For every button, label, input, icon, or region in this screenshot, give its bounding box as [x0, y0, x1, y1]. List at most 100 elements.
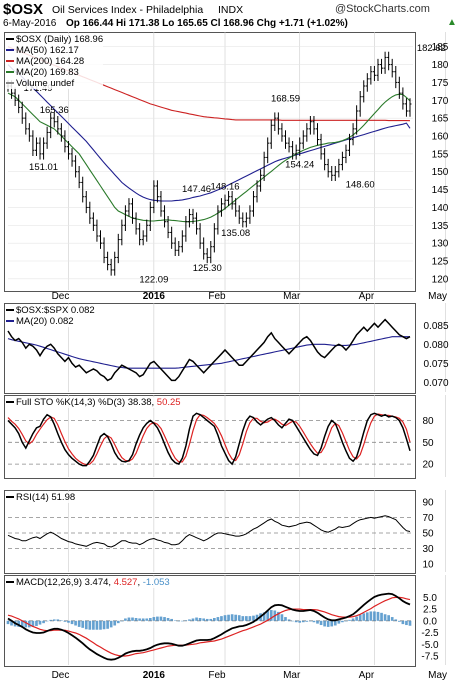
x-axis-label: May — [428, 291, 447, 302]
legend-swatch — [6, 581, 14, 584]
x-axis-label-bottom: Mar — [283, 670, 301, 681]
macd-histogram-bar — [38, 620, 42, 625]
legend-value: , — [137, 577, 143, 588]
legend-label: MA(20) 169.83 — [16, 67, 79, 78]
rsi-y-tick: 90 — [422, 497, 434, 508]
macd-histogram-bar — [134, 618, 138, 621]
stoch-y-tick: 80 — [422, 416, 434, 427]
macd-histogram-bar — [298, 620, 302, 623]
legend-value: MACD(12,26,9) 3.474, — [16, 577, 114, 588]
legend-swatch — [6, 401, 14, 404]
macd-histogram-bar — [234, 614, 238, 621]
x-axis-label: Dec — [52, 291, 70, 302]
price-y-tick: 170 — [432, 96, 449, 107]
macd-histogram-bar — [35, 620, 38, 626]
macd-histogram-bar — [106, 620, 109, 629]
rsi-y-tick: 70 — [422, 513, 434, 524]
macd-histogram-bar — [390, 617, 394, 621]
macd-histogram-bar — [287, 619, 291, 621]
quote-line: Op 166.44 Hi 171.38 Lo 165.65 Cl 168.96 … — [66, 18, 348, 29]
macd-histogram-bar — [401, 620, 405, 625]
macd-histogram-bar — [67, 620, 70, 623]
legend-entry: Full STO %K(14,3) %D(3) 38.38, 50.25 — [6, 397, 181, 408]
price-annotation: 147.46 — [182, 184, 211, 195]
macd-histogram-bar — [291, 620, 294, 622]
price-y-tick: 120 — [432, 274, 449, 285]
macd-histogram-bar — [294, 620, 298, 623]
stoch-y-tick: 50 — [422, 438, 434, 449]
price-y-tick: 125 — [432, 257, 449, 268]
price-y-tick: 155 — [432, 149, 449, 160]
price-y-tick: 150 — [432, 167, 449, 178]
stoch-y-tick: 20 — [422, 460, 434, 471]
legend-swatch — [6, 60, 14, 63]
stoch-k-line — [7, 412, 411, 467]
macd-histogram-bar — [63, 620, 67, 622]
macd-histogram-bar — [124, 618, 127, 621]
macd-histogram-bar — [173, 620, 177, 621]
stoch-d-line — [7, 413, 411, 466]
macd-histogram-bar — [344, 620, 348, 622]
macd-histogram-bar — [191, 618, 195, 621]
macd-histogram-bar — [323, 620, 326, 627]
macd-histogram-bar — [99, 620, 102, 630]
legend-label: MA(50) 162.17 — [16, 45, 79, 56]
ratio-y-tick: 0.070 — [423, 378, 448, 389]
macd-histogram-bar — [145, 618, 149, 621]
legend-label: Full STO %K(14,3) %D(3) 38.38, 50.25 — [16, 397, 181, 408]
macd-histogram-bar — [248, 616, 252, 621]
macd-histogram-bar — [77, 620, 81, 627]
macd-histogram-bar — [387, 615, 390, 621]
macd-histogram-bar — [309, 620, 312, 622]
legend-value: 4.527 — [113, 577, 138, 588]
macd-histogram-bar — [237, 615, 241, 621]
price-annotation: 148.16 — [210, 181, 239, 192]
macd-histogram-bar — [156, 616, 159, 621]
macd-histogram-bar — [266, 610, 270, 621]
macd-histogram-bar — [369, 611, 373, 621]
macd-histogram-bar — [52, 619, 56, 621]
x-axis-label-bottom: Dec — [52, 670, 70, 681]
macd-histogram-bar — [223, 615, 227, 621]
macd-histogram-bar — [351, 618, 355, 621]
macd-histogram-bar — [220, 616, 223, 621]
macd-y-tick: 2.5 — [423, 605, 437, 616]
macd-legend: MACD(12,26,9) 3.474, 4.527, -1.053 — [6, 577, 170, 588]
macd-histogram-bar — [195, 617, 198, 621]
macd-histogram-bar — [358, 614, 362, 621]
macd-histogram-bar — [45, 620, 49, 622]
macd-histogram-bar — [81, 620, 85, 628]
macd-histogram-bar — [312, 620, 316, 623]
price-annotation: 125.30 — [193, 263, 222, 274]
legend-entry: MA(20) 169.83 — [6, 67, 104, 78]
macd-histogram-bar — [405, 620, 408, 626]
macd-histogram-bar — [31, 620, 35, 627]
x-axis-label: Mar — [283, 291, 301, 302]
x-axis-label-bottom: Apr — [359, 670, 375, 681]
macd-histogram-bar — [209, 618, 213, 621]
macd-histogram-bar — [84, 620, 88, 630]
macd-histogram-bar — [376, 611, 380, 621]
price-y-tick: 135 — [432, 221, 449, 232]
macd-histogram-bar — [92, 620, 95, 630]
macd-histogram-bar — [49, 619, 53, 621]
legend-swatch — [6, 49, 14, 52]
macd-histogram-bar — [10, 620, 13, 626]
macd-histogram-bar — [373, 611, 376, 621]
legend-entry: MA(200) 164.28 — [6, 56, 104, 67]
macd-histogram-bar — [152, 617, 156, 621]
macd-histogram-bar — [138, 618, 141, 621]
price-annotation: 122.09 — [139, 274, 168, 285]
macd-histogram-bar — [102, 620, 106, 630]
macd-histogram-bar — [109, 620, 113, 628]
macd-histogram-bar — [170, 618, 173, 621]
macd-histogram-bar — [184, 620, 188, 621]
price-y-tick: 130 — [432, 239, 449, 250]
macd-histogram-bar — [305, 620, 309, 622]
legend-entry: MACD(12,26,9) 3.474, 4.527, -1.053 — [6, 577, 170, 588]
price-annotation: 148.60 — [346, 180, 375, 191]
macd-y-tick: 5.0 — [423, 593, 437, 604]
macd-y-tick: -5.0 — [421, 640, 439, 651]
rsi-panel — [4, 490, 416, 574]
macd-histogram-bar — [394, 619, 398, 621]
